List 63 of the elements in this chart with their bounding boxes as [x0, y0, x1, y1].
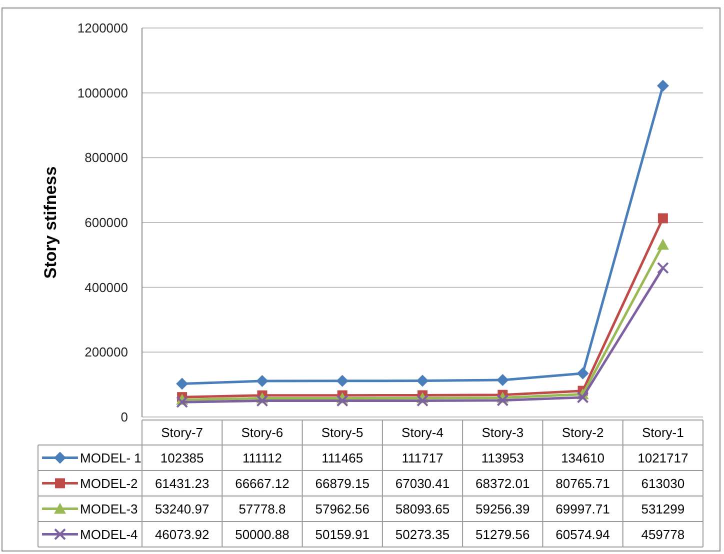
data-label: 46073.92 [154, 526, 210, 542]
legend-label: MODEL- 1 [80, 450, 142, 466]
point [576, 391, 589, 404]
data-label: 57778.8 [238, 501, 286, 516]
data-label: 1021717 [638, 450, 688, 466]
data-label: 66667.12 [235, 476, 290, 491]
point [416, 394, 428, 407]
data-label: 111112 [242, 450, 282, 466]
data-label: 50000.88 [235, 526, 290, 542]
data-label: 134610 [561, 450, 604, 466]
point [416, 374, 428, 387]
x-tick-label: Story-4 [402, 425, 444, 440]
x-tick-label: Story-6 [241, 425, 284, 440]
x-tick-label: Story-1 [642, 425, 684, 440]
data-label: 66879.15 [315, 476, 370, 491]
point [496, 394, 509, 406]
x-tick-label: Story-7 [161, 425, 204, 440]
point [176, 396, 188, 408]
data-label: 51279.56 [476, 526, 530, 542]
x-tick-label: Story-3 [482, 425, 524, 440]
data-label: 60574.94 [556, 526, 610, 542]
data-label: 111465 [322, 450, 364, 466]
data-label: 50159.91 [315, 526, 370, 542]
point [656, 262, 669, 274]
data-label: 59256.39 [476, 501, 530, 516]
y-tick-label: 1200000 [77, 20, 128, 36]
data-label: 113953 [481, 450, 524, 466]
point [576, 367, 589, 380]
point [496, 374, 509, 386]
data-label: 61431.23 [154, 476, 210, 491]
x-tick-label: Story-2 [562, 425, 604, 440]
point [176, 378, 188, 390]
point [658, 213, 668, 224]
data-label: 50273.35 [395, 526, 450, 542]
y-tick-label: 200000 [84, 344, 128, 360]
data-label: 459778 [641, 526, 685, 542]
data-label: 531299 [641, 501, 685, 516]
y-tick-label: 0 [120, 410, 128, 425]
point [656, 238, 669, 250]
data-label: 53240.97 [154, 501, 210, 516]
y-axis-title: Story stifness [41, 166, 60, 279]
y-tick-label: 600000 [84, 215, 128, 230]
y-tick-label: 1000000 [77, 85, 128, 100]
data-label: 69997.71 [556, 501, 610, 516]
data-label: 80765.71 [556, 476, 610, 491]
legend-label: MODEL-4 [80, 526, 138, 542]
data-label: 102385 [160, 450, 204, 466]
y-tick-label: 800000 [84, 150, 128, 166]
data-label: 613030 [641, 476, 685, 491]
point [336, 374, 348, 387]
legend-label: MODEL-2 [80, 476, 138, 491]
data-label: 58093.65 [395, 501, 450, 516]
data-label: 68372.01 [476, 476, 530, 491]
y-tick-label: 400000 [84, 280, 128, 295]
data-label: 111717 [402, 450, 444, 466]
data-label: 57962.56 [315, 501, 370, 516]
legend-label: MODEL-3 [80, 501, 138, 516]
point [336, 394, 348, 407]
point [656, 80, 669, 92]
point [256, 374, 268, 387]
point [256, 394, 268, 407]
x-tick-label: Story-5 [321, 425, 364, 440]
data-label: 67030.41 [395, 476, 450, 491]
